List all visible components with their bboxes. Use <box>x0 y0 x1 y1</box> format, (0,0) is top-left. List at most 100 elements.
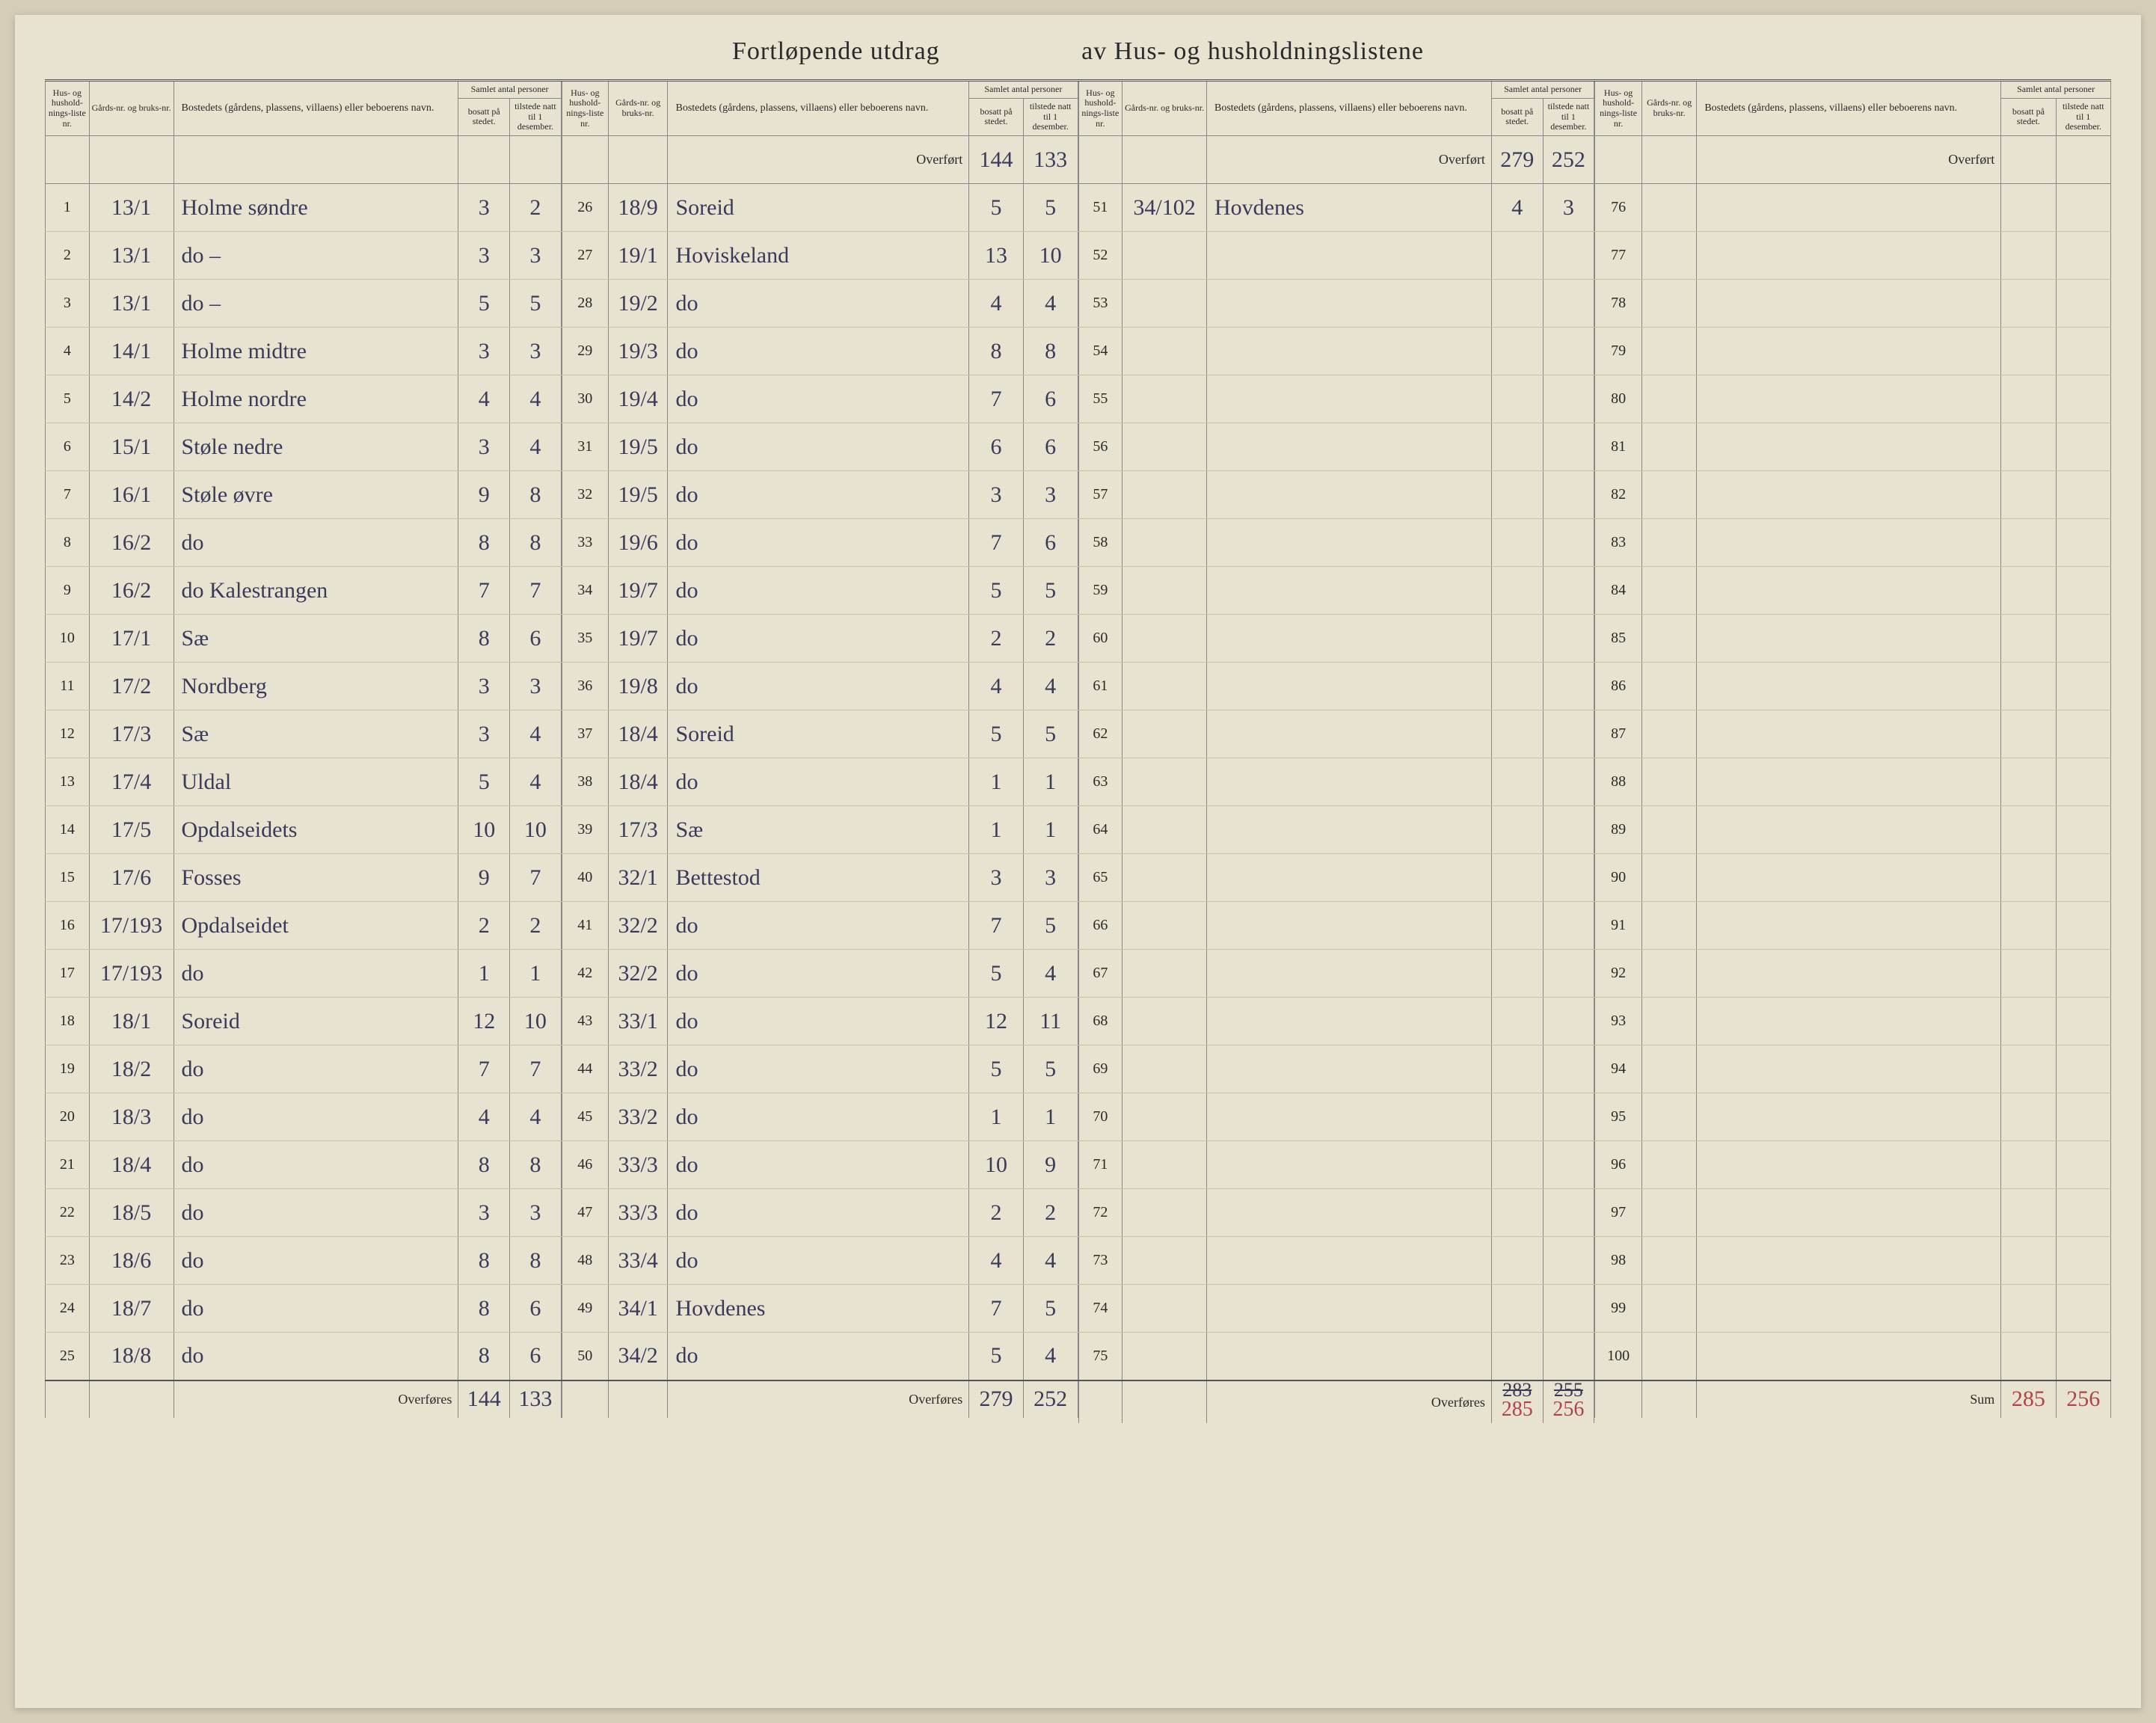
table-row: 100 <box>1595 1333 2111 1380</box>
table-row: 46 33/3 do 10 9 <box>562 1141 1078 1189</box>
row-number: 50 <box>562 1333 608 1380</box>
table-row: 27 19/1 Hoviskeland 13 10 <box>562 232 1078 280</box>
tilstede-count: 1 <box>1023 758 1078 806</box>
table-row: 9 16/2 do Kalestrangen 7 7 <box>46 567 562 615</box>
farm-number <box>1122 758 1207 806</box>
bosatt-count: 2 <box>969 615 1024 663</box>
farm-number: 18/6 <box>89 1237 173 1285</box>
bosatt-count <box>2001 710 2056 758</box>
place-name <box>1697 902 2001 950</box>
farm-number <box>1122 615 1207 663</box>
table-row: 49 34/1 Hovdenes 7 5 <box>562 1285 1078 1333</box>
farm-number: 19/2 <box>608 280 668 328</box>
farm-number <box>1641 1141 1696 1189</box>
table-row: 47 33/3 do 2 2 <box>562 1189 1078 1237</box>
farm-number: 33/3 <box>608 1141 668 1189</box>
tilstede-count <box>1543 519 1594 567</box>
place-name: Fosses <box>173 854 458 902</box>
tilstede-count <box>1543 615 1594 663</box>
bosatt-count <box>2001 1333 2056 1380</box>
tilstede-count <box>1543 567 1594 615</box>
farm-number: 14/2 <box>89 375 173 423</box>
row-number: 61 <box>1078 663 1122 710</box>
bosatt-count <box>2001 854 2056 902</box>
row-number: 99 <box>1595 1285 1642 1333</box>
row-number: 42 <box>562 950 608 998</box>
tilstede-count: 4 <box>510 758 562 806</box>
farm-number: 19/3 <box>608 328 668 375</box>
place-name: do <box>173 1045 458 1093</box>
table-row: 92 <box>1595 950 2111 998</box>
bosatt-count <box>1491 854 1543 902</box>
farm-number <box>1122 806 1207 854</box>
farm-number: 19/5 <box>608 471 668 519</box>
bosatt-count <box>1491 758 1543 806</box>
table-row: 96 <box>1595 1141 2111 1189</box>
farm-number: 17/6 <box>89 854 173 902</box>
bosatt-count: 5 <box>969 1333 1024 1380</box>
row-number: 83 <box>1595 519 1642 567</box>
row-number: 31 <box>562 423 608 471</box>
table-row: 55 <box>1078 375 1594 423</box>
farm-number <box>1122 1285 1207 1333</box>
place-name: Uldal <box>173 758 458 806</box>
row-number: 78 <box>1595 280 1642 328</box>
place-name <box>1207 423 1492 471</box>
tilstede-count: 2 <box>510 184 562 232</box>
tilstede-count <box>1543 758 1594 806</box>
table-row: 78 <box>1595 280 2111 328</box>
sum-bosatt: 285 <box>2001 1380 2056 1418</box>
farm-number: 17/3 <box>608 806 668 854</box>
place-name <box>1207 1285 1492 1333</box>
farm-number: 15/1 <box>89 423 173 471</box>
farm-number: 18/7 <box>89 1285 173 1333</box>
bosatt-count <box>1491 423 1543 471</box>
place-name <box>1697 232 2001 280</box>
row-number: 16 <box>46 902 90 950</box>
place-name <box>1207 950 1492 998</box>
place-name: Holme nordre <box>173 375 458 423</box>
farm-number <box>1641 567 1696 615</box>
place-name: Sæ <box>668 806 969 854</box>
farm-number: 19/8 <box>608 663 668 710</box>
place-name <box>1207 998 1492 1045</box>
row-number: 6 <box>46 423 90 471</box>
place-name: Bettestod <box>668 854 969 902</box>
tilstede-count <box>2056 328 2110 375</box>
bosatt-count: 10 <box>458 806 510 854</box>
bosatt-count: 8 <box>458 615 510 663</box>
place-name: do – <box>173 232 458 280</box>
tilstede-count: 6 <box>1023 375 1078 423</box>
farm-number: 18/4 <box>608 758 668 806</box>
farm-number <box>1641 902 1696 950</box>
bosatt-count <box>2001 328 2056 375</box>
farm-number <box>1641 615 1696 663</box>
place-name: Soreid <box>668 710 969 758</box>
bosatt-count <box>1491 1285 1543 1333</box>
place-name: Støle øvre <box>173 471 458 519</box>
overfort-bosatt: 144 <box>969 136 1024 184</box>
table-row: 22 18/5 do 3 3 <box>46 1189 562 1237</box>
farm-number: 18/5 <box>89 1189 173 1237</box>
farm-number <box>1122 1237 1207 1285</box>
title-right: av Hus- og husholdningslistene <box>1081 37 1424 66</box>
row-number: 23 <box>46 1237 90 1285</box>
bosatt-count: 5 <box>969 950 1024 998</box>
farm-number <box>1122 280 1207 328</box>
farm-number <box>1122 998 1207 1045</box>
tilstede-count: 5 <box>1023 567 1078 615</box>
farm-number: 19/5 <box>608 423 668 471</box>
table-row: 4 14/1 Holme midtre 3 3 <box>46 328 562 375</box>
row-number: 26 <box>562 184 608 232</box>
bosatt-count <box>1491 1093 1543 1141</box>
row-number: 59 <box>1078 567 1122 615</box>
table-row: 58 <box>1078 519 1594 567</box>
tilstede-count: 4 <box>1023 1333 1078 1380</box>
tilstede-count <box>2056 854 2110 902</box>
bosatt-count <box>1491 902 1543 950</box>
bosatt-count <box>2001 519 2056 567</box>
row-number: 92 <box>1595 950 1642 998</box>
row-number: 63 <box>1078 758 1122 806</box>
bosatt-count <box>1491 280 1543 328</box>
bosatt-count <box>2001 423 2056 471</box>
